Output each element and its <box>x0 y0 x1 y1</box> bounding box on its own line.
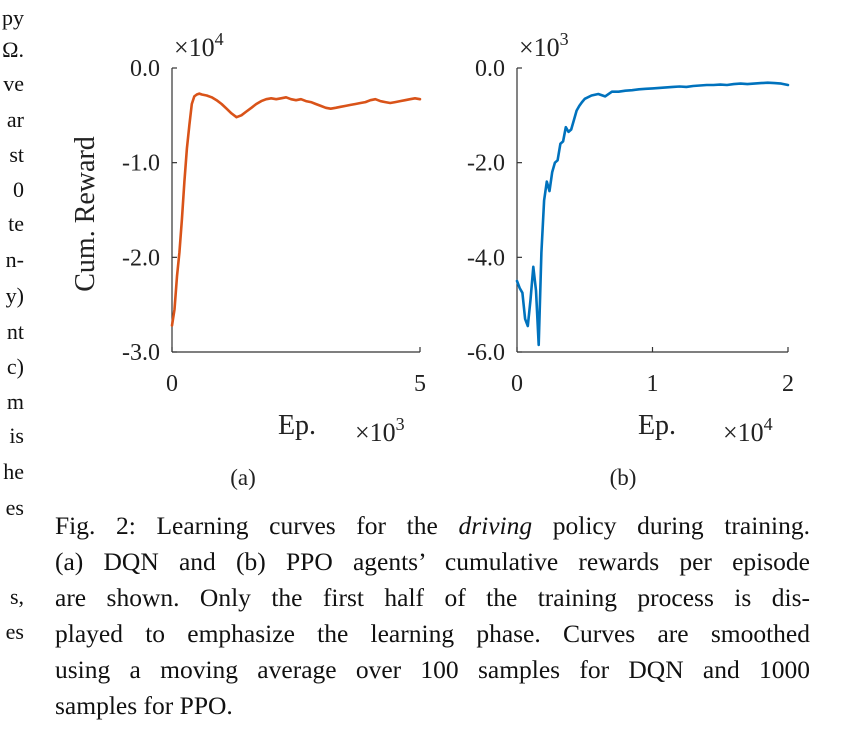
y-multiplier-exponent: 4 <box>215 29 224 49</box>
caption-line: (a) DQN and (b) PPO agents’ cumulative r… <box>55 544 810 580</box>
x-multiplier-exponent: 4 <box>764 414 773 434</box>
y-tick-label: -4.0 <box>467 245 505 271</box>
margin-fragment: s, <box>9 585 24 609</box>
caption-text: are shown. Only the first half of the tr… <box>55 583 810 612</box>
margin-fragment: y) <box>5 284 24 308</box>
margin-fragment: es <box>5 620 24 644</box>
caption-text: (a) DQN and (b) PPO agents’ cumulative r… <box>55 547 810 576</box>
y-tick-label: 0.0 <box>475 56 505 82</box>
caption-line: played to emphasize the learning phase. … <box>55 616 810 652</box>
caption-text: samples for PPO. <box>55 691 233 720</box>
y-tick-label: -3.0 <box>122 340 160 366</box>
x-tick-label: 2 <box>782 371 794 397</box>
caption-text: Fig. 2: Learning curves for the <box>55 511 459 540</box>
margin-fragment: nt <box>6 320 24 344</box>
x-tick-label: 0 <box>166 371 178 397</box>
x-axis-label: Ep. <box>638 410 676 441</box>
margin-fragment: st <box>9 143 24 167</box>
margin-fragment: es <box>5 496 24 520</box>
y-tick-label: 0.0 <box>130 56 160 82</box>
margin-fragment: py <box>2 6 24 30</box>
y-tick-label: -2.0 <box>467 151 505 177</box>
y-multiplier-exponent: 3 <box>560 29 569 49</box>
series-line <box>515 81 790 347</box>
y-multiplier-base: ×10 <box>174 33 215 62</box>
x-axis-multiplier: ×103 <box>355 414 405 447</box>
y-multiplier-base: ×10 <box>519 33 560 62</box>
series-line <box>170 92 422 327</box>
margin-fragment: 0 <box>13 178 24 202</box>
x-multiplier-base: ×10 <box>355 418 396 447</box>
panel-label: (b) <box>610 465 637 490</box>
caption-text: policy during training. <box>532 511 810 540</box>
margin-fragment: ve <box>3 72 24 96</box>
y-tick-label: -6.0 <box>467 340 505 366</box>
y-tick-label: -2.0 <box>122 245 160 271</box>
margin-fragment: he <box>3 460 24 484</box>
caption-line: are shown. Only the first half of the tr… <box>55 580 810 616</box>
y-tick-label: -1.0 <box>122 151 160 177</box>
margin-fragment: ar <box>6 108 24 132</box>
caption-emphasis: driving <box>458 511 533 540</box>
x-tick-label: 0 <box>511 371 523 397</box>
margin-fragment: is <box>9 424 24 448</box>
caption-line: Fig. 2: Learning curves for the driving … <box>55 508 810 544</box>
caption-text: using a moving average over 100 samples … <box>55 655 810 684</box>
y-axis-label: Cum. Reward <box>70 136 101 292</box>
margin-fragment: c) <box>6 355 24 379</box>
x-tick-label: 1 <box>647 371 659 397</box>
panel-label: (a) <box>230 465 256 490</box>
caption-line: using a moving average over 100 samples … <box>55 652 810 688</box>
margin-fragment: te <box>8 212 24 236</box>
y-axis-multiplier: ×104 <box>174 29 224 62</box>
x-multiplier-base: ×10 <box>723 418 764 447</box>
x-axis-multiplier: ×104 <box>723 414 773 447</box>
caption-text: played to emphasize the learning phase. … <box>55 619 810 648</box>
margin-fragment: Ω. <box>2 38 24 62</box>
figure-caption: Fig. 2: Learning curves for the driving … <box>55 508 810 724</box>
x-multiplier-exponent: 3 <box>396 414 405 434</box>
x-tick-label: 5 <box>414 371 426 397</box>
margin-fragment: n- <box>5 248 24 272</box>
x-axis-label: Ep. <box>278 410 316 441</box>
margin-fragment: m <box>6 390 24 414</box>
y-axis-multiplier: ×103 <box>519 29 569 62</box>
caption-line: samples for PPO. <box>55 688 810 724</box>
